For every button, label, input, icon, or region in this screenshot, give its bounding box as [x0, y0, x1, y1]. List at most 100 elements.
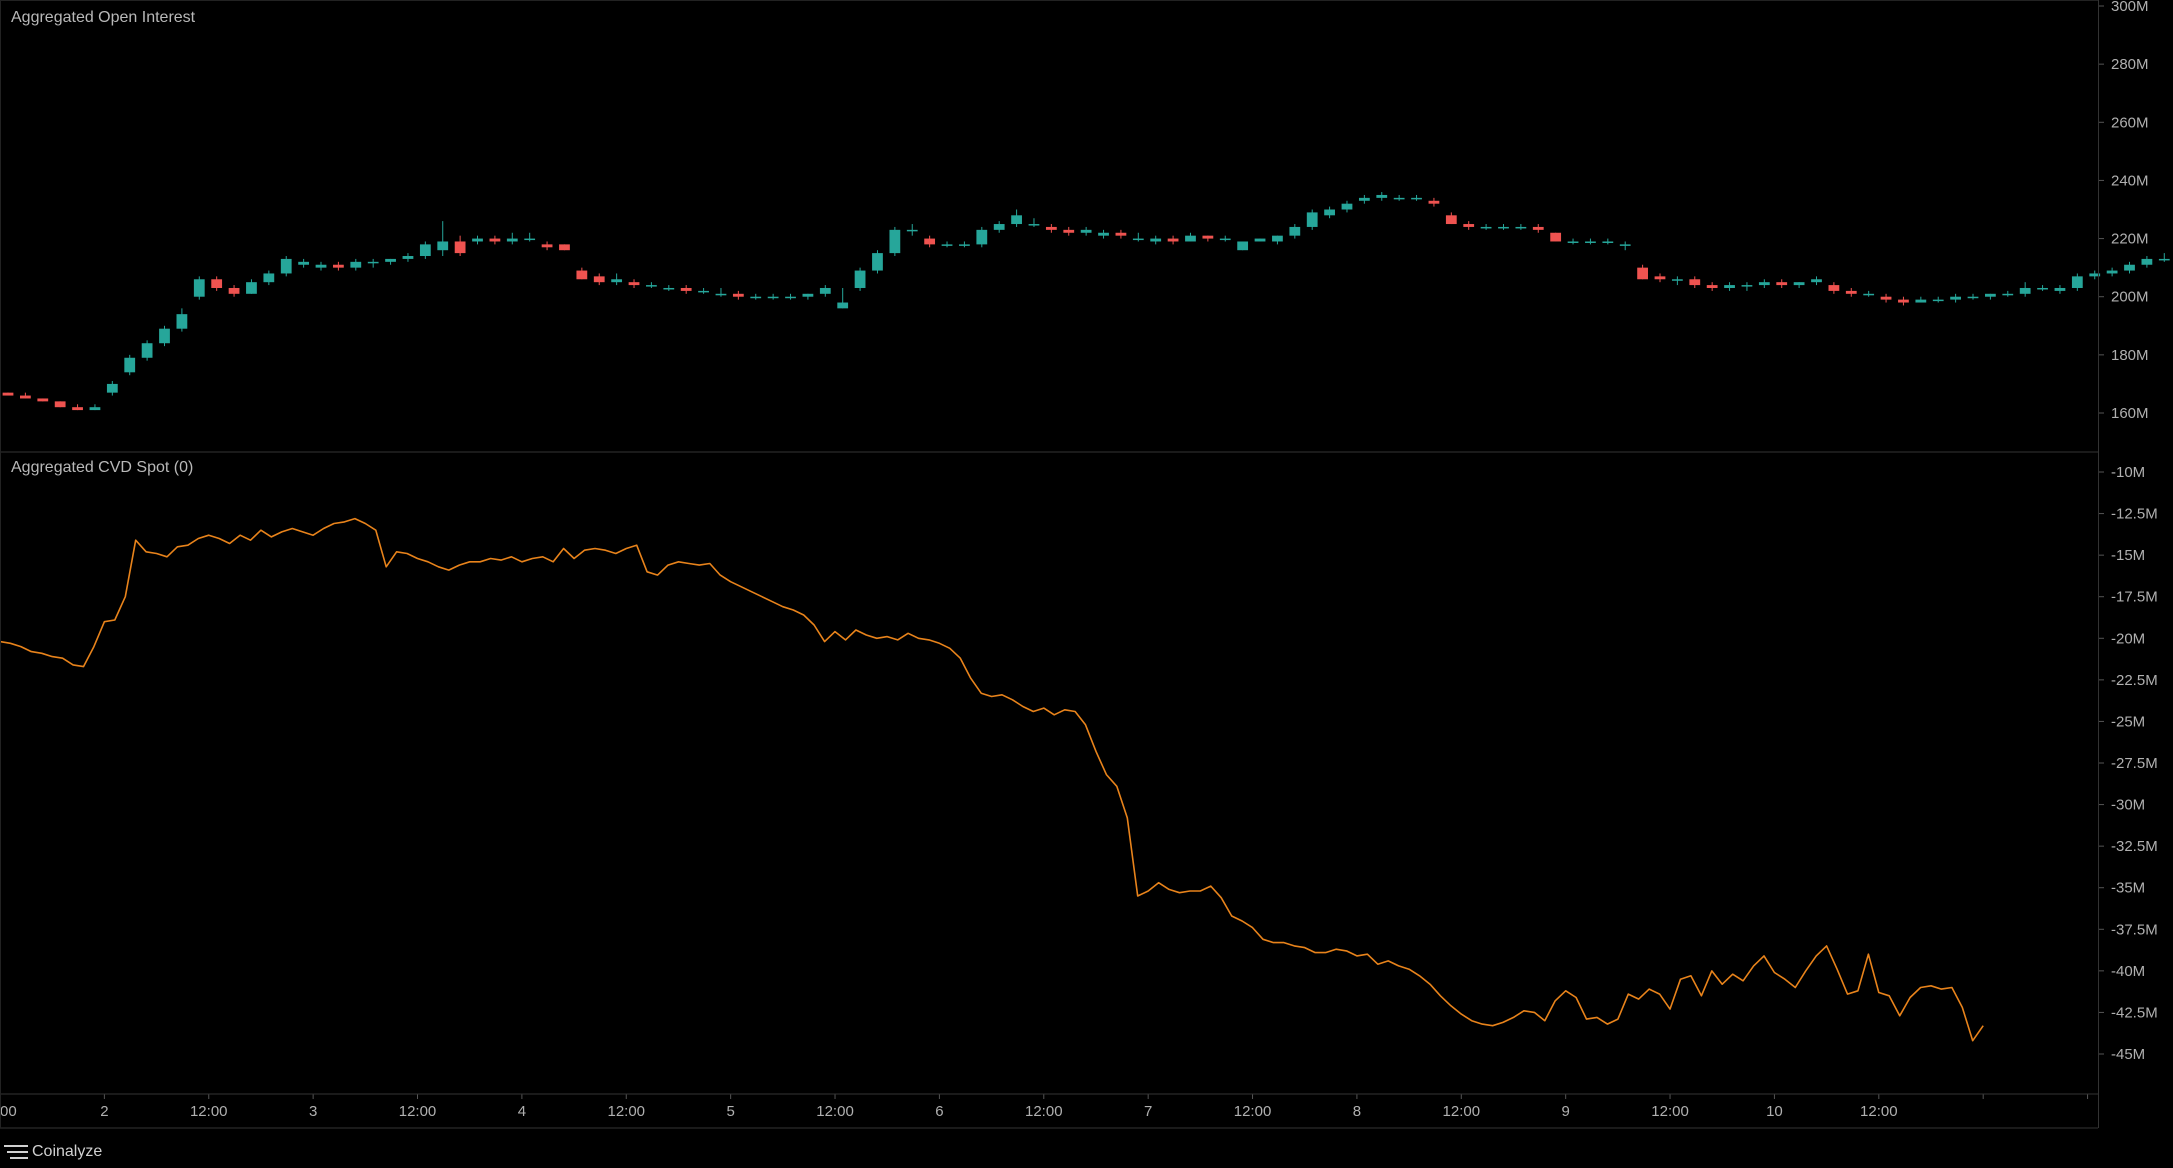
cvd-line: [0, 517, 1984, 1042]
candle-body: [2089, 273, 2101, 277]
candle-body: [1671, 279, 1683, 281]
time-tick-label: 00: [0, 1103, 17, 1120]
oi-candle: [1671, 276, 1683, 286]
candle-body: [1619, 244, 1631, 246]
candle-body: [2124, 264, 2135, 271]
menu-lines-icon: [4, 1145, 28, 1159]
oi-candle: [2019, 282, 2031, 297]
candle-body: [1080, 229, 1092, 233]
candle-body: [37, 398, 49, 402]
time-axis[interactable]: 00 2 12:00 3 12:00 4 12:00 5 12:00 6 12:00 7 12:00 8 1…: [0, 1094, 2089, 1120]
oi-tick-label: 160M: [2111, 405, 2149, 422]
candle-body: [1741, 285, 1753, 287]
candle-body: [1272, 235, 1283, 242]
candle-body: [837, 302, 849, 309]
candle-body: [1150, 238, 1162, 242]
oi-candle: [924, 235, 936, 248]
oi-candle: [211, 276, 223, 291]
time-tick-label: 12:00: [1234, 1103, 1272, 1120]
oi-candle: [1758, 279, 1770, 288]
oi-candle: [802, 293, 814, 300]
oi-candle: [1985, 293, 1996, 300]
oi-candle: [837, 287, 849, 309]
candle-body: [402, 256, 414, 259]
oi-candle: [2, 392, 14, 396]
oi-candle: [1602, 238, 1614, 245]
oi-candle: [1150, 235, 1162, 245]
candle-body: [246, 282, 257, 294]
candle-body: [1202, 235, 1214, 239]
candle-body: [263, 273, 275, 283]
oi-candle: [2106, 267, 2118, 277]
oi-candle: [1550, 232, 1562, 242]
candle-body: [1393, 197, 1405, 200]
oi-candle: [1237, 241, 1249, 251]
coinalyze-brand[interactable]: Coinalyze: [4, 1143, 102, 1161]
oi-candle: [750, 293, 762, 300]
oi-candle: [593, 273, 605, 286]
time-tick-label: 5: [726, 1103, 734, 1120]
candle-body: [1289, 226, 1301, 236]
time-tick-label: 12:00: [816, 1103, 854, 1120]
oi-candle: [1689, 276, 1701, 288]
candle-body: [72, 407, 83, 411]
oi-candle: [1793, 282, 1805, 288]
candle-body: [54, 401, 66, 408]
oi-candle: [246, 279, 257, 294]
candle-body: [1845, 290, 1857, 294]
candle-body: [2158, 258, 2170, 261]
cvd-price-axis[interactable]: -10M -12.5M -15M -17.5M -20M -22.5M -25M -27.5M…: [2098, 464, 2158, 1063]
oi-candle: [2089, 270, 2101, 280]
candle-body: [959, 244, 970, 246]
candle-body: [993, 224, 1005, 230]
oi-candle: [976, 226, 988, 248]
oi-candle: [872, 250, 883, 274]
oi-candle: [54, 401, 66, 408]
oi-tick-label: 180M: [2111, 347, 2149, 364]
oi-candle: [193, 276, 205, 300]
cvd-pane-title: Aggregated CVD Spot (0): [11, 459, 194, 476]
candle-body: [1550, 232, 1562, 242]
time-tick-label: 12:00: [607, 1103, 645, 1120]
oi-tick-label: 200M: [2111, 289, 2149, 306]
oi-price-axis[interactable]: 160M 180M 200M 220M 240M 260M 280M 300M: [2098, 0, 2149, 422]
candle-body: [1115, 232, 1127, 236]
oi-candle: [176, 308, 188, 332]
candle-body: [1532, 226, 1544, 230]
candle-body: [333, 264, 344, 268]
oi-candle: [732, 290, 744, 300]
candle-body: [872, 253, 883, 271]
oi-candle: [1741, 282, 1753, 291]
candle-body: [315, 264, 327, 268]
candle-body: [802, 293, 814, 297]
candle-body: [854, 270, 866, 288]
oi-candle: [1080, 226, 1092, 236]
cvd-tick-label: -20M: [2111, 630, 2145, 647]
candle-body: [593, 276, 605, 283]
oi-candle: [1167, 235, 1179, 245]
time-tick-label: 2: [100, 1103, 108, 1120]
time-tick-label: 8: [1353, 1103, 1361, 1120]
candle-body: [280, 258, 292, 274]
candle-body: [385, 258, 396, 262]
oi-candle: [402, 253, 414, 262]
oi-candle: [1324, 206, 1335, 219]
oi-candle: [454, 235, 466, 257]
oi-candle: [1654, 273, 1666, 283]
oi-tick-label: 240M: [2111, 172, 2149, 189]
time-tick-label: 7: [1144, 1103, 1152, 1120]
candle-body: [1428, 200, 1440, 204]
oi-candle: [333, 261, 344, 271]
oi-candle: [1880, 293, 1892, 303]
oi-candle: [854, 267, 866, 291]
oi-candle: [2071, 273, 2083, 291]
candle-body: [141, 343, 153, 358]
oi-candle: [1845, 287, 1857, 297]
time-tick-label: 12:00: [1443, 1103, 1481, 1120]
candle-body: [1637, 267, 1648, 280]
candle-body: [419, 244, 431, 257]
oi-candle: [1289, 224, 1301, 239]
oi-candle: [1428, 197, 1440, 207]
candle-body: [472, 238, 483, 242]
